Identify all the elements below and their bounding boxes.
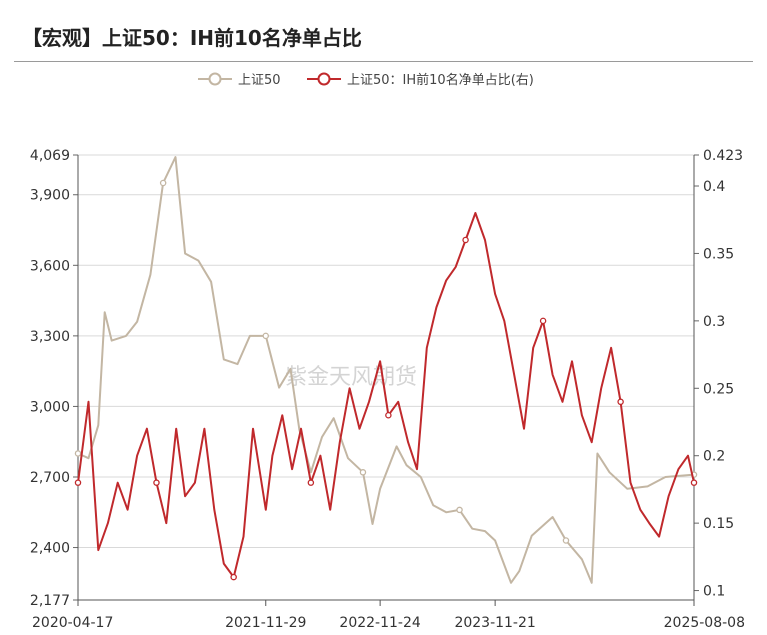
y-right-tick-label: 0.4	[703, 179, 725, 195]
series-sz50-point	[74, 450, 82, 457]
series-ih-ratio-point	[74, 479, 82, 486]
legend-label: 上证50：IH前10名净单占比(右)	[347, 72, 534, 88]
y-right-tick-label: 0.2	[703, 449, 725, 465]
y-left-tick-label: 2,177	[30, 593, 70, 609]
series-sz50-point	[562, 537, 570, 544]
y-right-tick-label: 0.1	[703, 584, 725, 600]
series-ih-ratio-point	[690, 479, 698, 486]
y-left-tick-label: 3,300	[30, 329, 70, 345]
y-right-tick-label: 0.15	[703, 516, 734, 532]
series-ih-ratio-point	[462, 236, 469, 244]
y-right-tick-label: 0.35	[703, 246, 734, 262]
y-left-tick-label: 4,069	[30, 148, 70, 164]
series-ih-ratio-point	[307, 479, 315, 486]
y-left-tick-label: 2,400	[30, 541, 70, 557]
y-left-tick-label: 3,900	[30, 188, 70, 204]
watermark: 紫金天风期货	[285, 365, 417, 390]
series-ih-ratio-line	[77, 212, 695, 579]
y-right-tick-label: 0.3	[703, 314, 725, 330]
legend-swatch-marker	[317, 72, 331, 86]
series-sz50-point	[159, 179, 167, 187]
series-ih-ratio-point	[539, 317, 547, 325]
series-ih-ratio-point	[385, 412, 392, 419]
x-tick-label: 2022-11-24	[339, 615, 420, 631]
y-left-tick-label: 3,600	[30, 258, 70, 274]
title-divider	[14, 61, 753, 62]
axes: 4,069 3,900 3,600 3,300 3,000 2,700 2,400 2,177…	[30, 148, 745, 631]
legend-swatch-marker	[208, 72, 222, 86]
x-tick-label: 2023-11-21	[454, 615, 535, 631]
series-sz50-point	[262, 332, 270, 340]
x-tick-label: 2020-04-17	[32, 615, 113, 631]
y-left-tick-label: 3,000	[30, 399, 70, 415]
series-ih-ratio-point	[153, 479, 160, 486]
series-ih-ratio-point	[617, 398, 624, 406]
y-right-tick-label: 0.25	[703, 381, 734, 397]
y-left-tick-label: 2,700	[30, 470, 70, 486]
series-sz50-point	[359, 469, 367, 476]
y-right-tick-label: 0.423	[703, 148, 743, 164]
x-tick-label: 2021-11-29	[225, 615, 306, 631]
series-ih-ratio-point	[230, 573, 237, 581]
page-title: 【宏观】上证50：IH前10名净单占比	[22, 26, 362, 50]
gridlines	[78, 194, 694, 549]
legend-label: 上证50	[238, 73, 281, 88]
legend: 上证50 上证50：IH前10名净单占比(右)	[198, 72, 534, 88]
plot-area: 紫金天风期货	[74, 156, 698, 584]
x-tick-label: 2025-08-08	[664, 615, 745, 631]
series-sz50-point	[456, 506, 463, 514]
